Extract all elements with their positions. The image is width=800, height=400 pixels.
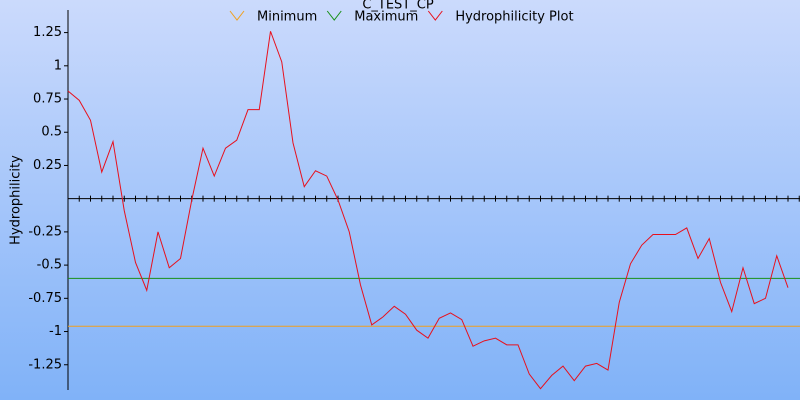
legend-label: Hydrophilicity Plot bbox=[455, 10, 573, 25]
legend: Minimum Maximum Hydrophilicity Plot bbox=[229, 10, 574, 25]
y-tick-label: 1.25 bbox=[33, 25, 62, 40]
y-tick-label: -0.75 bbox=[28, 291, 62, 306]
data-line bbox=[67, 31, 789, 390]
y-axis-label: Hydrophilicity bbox=[9, 155, 24, 245]
y-tick-label: 0.5 bbox=[41, 125, 62, 140]
legend-label: Maximum bbox=[354, 10, 418, 25]
legend-icon bbox=[326, 10, 342, 21]
y-tick-label: -0.25 bbox=[28, 224, 62, 239]
y-tick-label: -0.5 bbox=[37, 258, 62, 273]
y-tick-label: 1 bbox=[54, 58, 62, 73]
y-tick-label: 0.75 bbox=[33, 92, 62, 107]
y-tick-label: 0.25 bbox=[33, 158, 62, 173]
chart-title: C_TEST_CP bbox=[362, 0, 434, 13]
legend-label: Minimum bbox=[257, 10, 317, 25]
legend-icon bbox=[229, 10, 245, 21]
y-tick-label: -1.25 bbox=[28, 357, 62, 372]
legend-icon bbox=[427, 10, 443, 21]
y-tick-label: -1 bbox=[49, 324, 62, 339]
